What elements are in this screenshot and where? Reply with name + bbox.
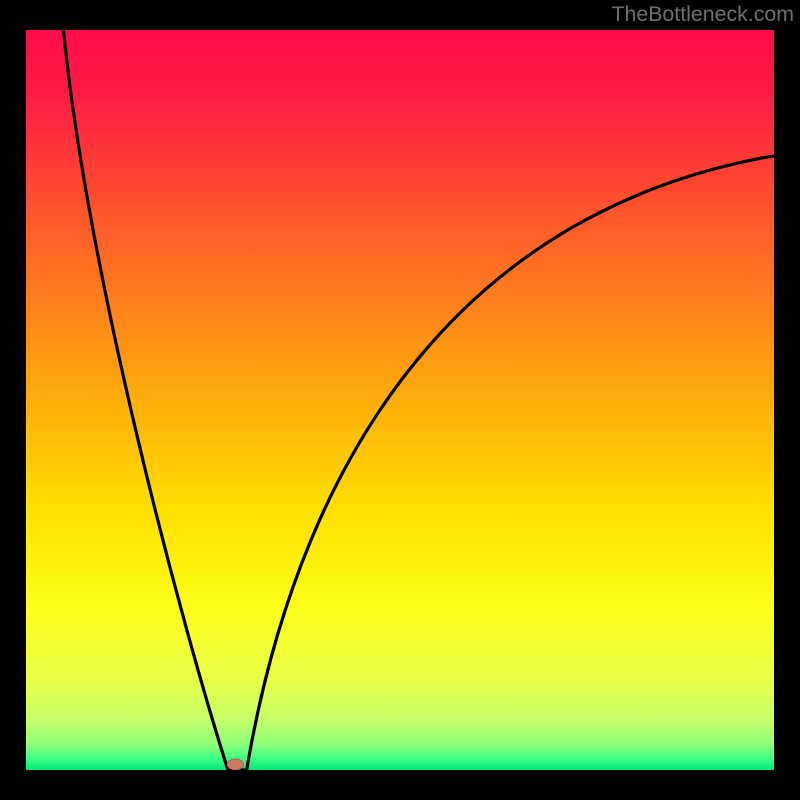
optimum-marker [227,759,243,770]
watermark-text: TheBottleneck.com [611,2,794,27]
plot-area [26,30,774,770]
plot-svg [26,30,774,770]
gradient-background [26,30,774,770]
chart-frame: TheBottleneck.com [0,0,800,800]
